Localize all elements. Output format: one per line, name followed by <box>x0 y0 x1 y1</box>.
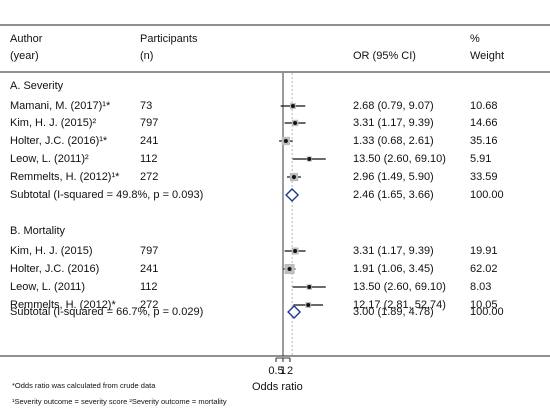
study-weight: 5.91 <box>470 153 492 165</box>
study-or-ci: 1.91 (1.06, 3.45) <box>353 263 434 275</box>
point-estimate <box>307 157 312 161</box>
study-or-ci: 3.31 (1.17, 9.39) <box>353 117 434 129</box>
subtotal-or-ci: 3.00 (1.89, 4.78) <box>353 306 434 318</box>
participants-subheader: (n) <box>140 50 154 62</box>
study-weight: 14.66 <box>470 117 498 129</box>
subtotal-or-ci: 2.46 (1.65, 3.66) <box>353 189 434 201</box>
study-author: Holter, J.C. (2016) <box>10 263 100 275</box>
study-or-ci: 2.96 (1.49, 5.90) <box>353 171 434 183</box>
study-or-ci: 13.50 (2.60, 69.10) <box>353 153 446 165</box>
study-or-ci: 1.33 (0.68, 2.61) <box>353 135 434 147</box>
author-subheader: (year) <box>10 50 39 62</box>
study-weight: 10.05 <box>470 299 498 311</box>
study-or-ci: 13.50 (2.60, 69.10) <box>353 281 446 293</box>
study-participants: 112 <box>140 153 158 165</box>
point-estimate <box>287 267 292 271</box>
footnote-crude-data: *Odds ratio was calculated from crude da… <box>12 381 156 390</box>
study-weight: 33.59 <box>470 171 498 183</box>
point-estimate <box>307 285 312 289</box>
point-estimate <box>290 104 295 108</box>
study-author: Mamani, M. (2017)¹* <box>10 100 111 112</box>
x-tick-label: 2 <box>287 365 293 377</box>
subtotal-label: Subtotal (I-squared = 66.7%, p = 0.029) <box>10 306 204 318</box>
study-participants: 241 <box>140 135 159 147</box>
x-axis-label: Odds ratio <box>252 381 303 393</box>
point-estimate <box>306 303 311 307</box>
participants-header: Participants <box>140 33 198 45</box>
author-header: Author <box>10 33 43 45</box>
subtotal-diamond <box>287 305 302 319</box>
weight-subheader: Weight <box>470 50 505 62</box>
study-author: Remmelts, H. (2012)* <box>10 299 116 311</box>
section-title: B. Mortality <box>10 225 66 237</box>
study-author: Leow, L. (2011)² <box>10 153 89 165</box>
study-participants: 797 <box>140 117 159 129</box>
study-or-ci: 12.17 (2.81, 52.74) <box>353 299 446 311</box>
point-estimate <box>293 121 298 125</box>
point-estimate <box>283 139 288 143</box>
weight-header: % <box>470 33 480 45</box>
or-header: OR (95% CI) <box>353 50 416 62</box>
subtotal-weight: 100.00 <box>470 306 504 318</box>
study-author: Kim, H. J. (2015)² <box>10 117 97 129</box>
subtotal-diamond <box>285 188 300 202</box>
x-tick-label: 0.5 <box>268 365 283 377</box>
study-author: Remmelts, H. (2012)¹* <box>10 171 120 183</box>
study-author: Holter, J.C. (2016)¹* <box>10 135 108 147</box>
x-tick-label: 1 <box>280 365 286 377</box>
subtotal-weight: 100.00 <box>470 189 504 201</box>
study-weight: 19.91 <box>470 245 498 257</box>
study-weight: 10.68 <box>470 100 498 112</box>
study-participants: 112 <box>140 281 158 293</box>
study-weight: 62.02 <box>470 263 498 275</box>
study-participants: 241 <box>140 263 159 275</box>
study-or-ci: 3.31 (1.17, 9.39) <box>353 245 434 257</box>
study-weight: 8.03 <box>470 281 492 293</box>
study-author: Kim, H. J. (2015) <box>10 245 93 257</box>
study-weight: 35.16 <box>470 135 498 147</box>
study-participants: 73 <box>140 100 153 112</box>
point-estimate <box>293 249 298 253</box>
study-participants: 272 <box>140 171 159 183</box>
study-participants: 797 <box>140 245 159 257</box>
footnote-outcome: ¹Severity outcome = severity score ²Seve… <box>12 397 227 406</box>
section-title: A. Severity <box>10 80 64 92</box>
study-or-ci: 2.68 (0.79, 9.07) <box>353 100 434 112</box>
study-author: Leow, L. (2011) <box>10 281 86 293</box>
study-participants: 272 <box>140 299 159 311</box>
subtotal-label: Subtotal (I-squared = 49.8%, p = 0.093) <box>10 189 204 201</box>
point-estimate <box>291 175 296 179</box>
